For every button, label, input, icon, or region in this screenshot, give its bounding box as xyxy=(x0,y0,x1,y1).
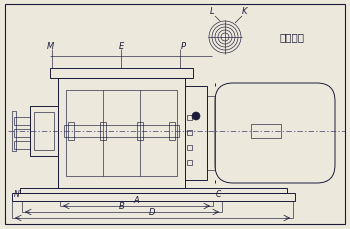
Bar xyxy=(66,91,177,176)
Bar xyxy=(187,115,192,120)
Bar xyxy=(169,123,175,140)
Text: B: B xyxy=(119,202,125,211)
Bar xyxy=(251,124,281,138)
Bar xyxy=(187,131,192,135)
Bar xyxy=(14,141,30,149)
Text: D: D xyxy=(149,208,156,217)
Text: M: M xyxy=(47,42,54,51)
Bar xyxy=(14,129,30,137)
Text: A: A xyxy=(134,196,139,204)
Bar xyxy=(185,87,207,180)
Text: 吸排气口: 吸排气口 xyxy=(280,32,305,42)
Text: K: K xyxy=(242,7,248,16)
Bar xyxy=(187,145,192,150)
Bar xyxy=(20,188,287,193)
Bar xyxy=(12,193,295,201)
Circle shape xyxy=(192,112,200,120)
Text: N: N xyxy=(14,189,20,198)
Bar xyxy=(64,125,179,137)
Bar xyxy=(100,123,106,140)
Bar xyxy=(34,112,54,150)
Text: E: E xyxy=(118,42,124,51)
Text: C: C xyxy=(216,189,221,198)
Bar xyxy=(12,112,16,151)
Text: L: L xyxy=(210,7,214,16)
Bar xyxy=(137,123,143,140)
Bar xyxy=(50,69,193,79)
Text: P: P xyxy=(181,42,186,51)
Bar xyxy=(58,79,185,188)
Bar xyxy=(14,117,30,125)
Bar xyxy=(187,160,192,165)
Bar xyxy=(68,123,74,140)
Bar xyxy=(30,106,58,156)
Bar xyxy=(207,97,215,170)
